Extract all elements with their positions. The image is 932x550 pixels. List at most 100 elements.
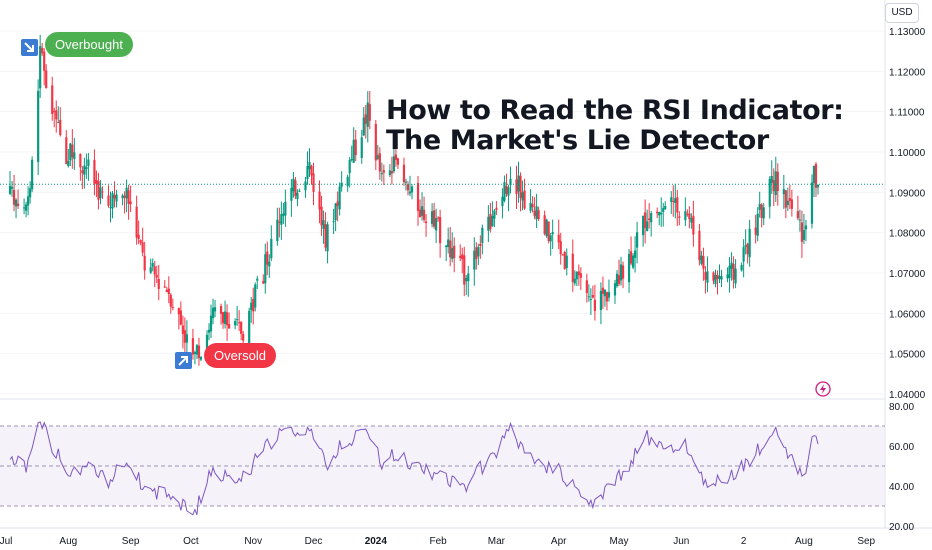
candle-body (601, 287, 605, 294)
candle-body (8, 185, 12, 194)
candle-body (394, 154, 398, 161)
candle-body (53, 111, 56, 113)
candle-body (621, 265, 625, 279)
candle-body (445, 245, 448, 248)
candle-body (505, 186, 508, 194)
rsi-tick-label: 80.00 (889, 402, 914, 413)
candle-body (740, 265, 743, 271)
candle-body (465, 278, 468, 282)
candle-body (800, 222, 804, 242)
candle-body (240, 321, 243, 334)
candle-body (155, 274, 158, 278)
rsi-tick-label: 20.00 (889, 522, 914, 533)
price-tick-label: 1.05000 (889, 350, 926, 361)
candle-body (754, 227, 757, 235)
candle-body (451, 247, 454, 259)
candle-body (312, 173, 315, 192)
candle-body (374, 124, 377, 161)
candle-body (294, 180, 297, 196)
candle-body (65, 137, 68, 165)
candle-body (662, 207, 665, 212)
candle-body (493, 210, 496, 219)
candle-body (185, 334, 188, 343)
candle-body (123, 195, 126, 198)
candle-body (551, 232, 554, 235)
candle-body (320, 206, 323, 226)
candle-body (810, 182, 814, 224)
price-tick-label: 1.07000 (889, 269, 926, 280)
candle-body (629, 251, 633, 264)
candle-body (656, 211, 659, 214)
candle-body (137, 234, 140, 239)
candle-body (762, 207, 765, 219)
candle-body (304, 181, 307, 191)
candle-body (350, 158, 353, 160)
time-tick-label: Feb (430, 536, 448, 547)
headline-line-1: How to Read the RSI Indicator: (386, 95, 844, 126)
candle-body (627, 253, 631, 283)
lightning-icon[interactable] (815, 381, 831, 402)
candle-body (589, 298, 592, 300)
candle-body (489, 214, 492, 230)
currency-selector[interactable]: USD (885, 3, 919, 23)
candle-body (199, 356, 203, 360)
candle-body (278, 221, 281, 223)
candle-body (324, 224, 327, 248)
candle-body (477, 247, 480, 257)
candle-body (690, 218, 693, 223)
candle-body (732, 264, 735, 280)
candle-body (45, 70, 48, 89)
candle-body (420, 206, 424, 216)
candle-body (802, 230, 806, 240)
candle-body (236, 319, 239, 321)
candle-body (193, 352, 197, 355)
candle-body (700, 255, 703, 264)
candle-body (770, 176, 773, 183)
candle-body (760, 204, 763, 219)
candle-body (758, 203, 761, 210)
candle-body (153, 266, 156, 275)
candle-body (563, 251, 566, 269)
candle-body (479, 243, 482, 247)
candle-body (378, 153, 381, 172)
candle-body (10, 186, 14, 189)
candle-body (97, 180, 100, 200)
candle-body (565, 255, 568, 269)
candle-body (435, 218, 438, 231)
candle-body (593, 299, 596, 311)
candle-body (706, 271, 709, 283)
candle-body (573, 278, 576, 284)
candle-body (786, 200, 789, 206)
candle-body (533, 210, 536, 217)
candle-body (670, 197, 673, 203)
candle-body (734, 268, 737, 284)
candle-body (39, 46, 42, 89)
candle-body (179, 310, 182, 325)
candle-body (360, 137, 363, 158)
candle-body (308, 162, 311, 170)
candle-body (607, 292, 611, 298)
candle-body (587, 296, 590, 298)
candle-body (463, 255, 466, 285)
candle-body (475, 247, 478, 259)
time-tick-label: 2024 (365, 536, 388, 547)
candle-body (744, 245, 747, 247)
candle-body (726, 274, 729, 279)
candle-body (716, 274, 719, 280)
candle-body (636, 232, 639, 248)
candle-body (579, 273, 582, 278)
candle-body (280, 214, 283, 225)
candle-body (453, 245, 456, 258)
candle-body (430, 211, 434, 225)
oversold-badge: Oversold (204, 343, 277, 368)
candle-body (332, 221, 335, 223)
candle-body (14, 199, 18, 207)
candle-body (227, 323, 231, 329)
candle-body (390, 171, 393, 174)
candle-body (225, 312, 229, 326)
time-tick-label: Nov (244, 536, 262, 547)
candle-body (334, 203, 337, 221)
candle-body (191, 338, 195, 355)
price-tick-label: 1.11000 (889, 108, 925, 119)
